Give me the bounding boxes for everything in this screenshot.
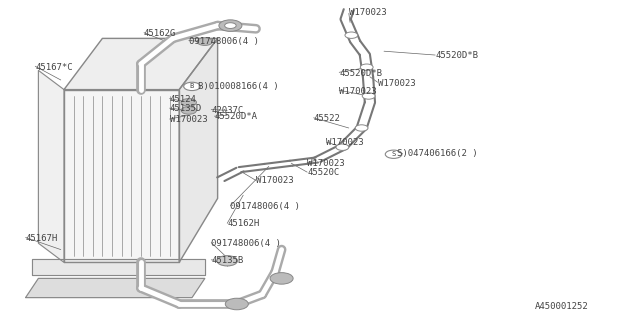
Text: 42037C: 42037C (211, 106, 243, 115)
Text: 45162H: 45162H (227, 220, 259, 228)
Text: W170023: W170023 (349, 8, 387, 17)
Text: 091748006(4 ): 091748006(4 ) (211, 239, 281, 248)
Text: W170023: W170023 (339, 87, 377, 96)
Text: 45520D*A: 45520D*A (214, 112, 257, 121)
Circle shape (184, 82, 200, 91)
Text: 45135B: 45135B (211, 256, 243, 265)
Text: S: S (392, 151, 396, 157)
Text: S)047406166(2 ): S)047406166(2 ) (397, 149, 477, 158)
Circle shape (219, 20, 242, 31)
Circle shape (181, 107, 196, 114)
Circle shape (345, 32, 358, 38)
Text: W170023: W170023 (170, 116, 207, 124)
Polygon shape (32, 259, 205, 275)
Text: 45520D*B: 45520D*B (339, 69, 382, 78)
Polygon shape (38, 70, 64, 262)
Text: 45124: 45124 (170, 95, 196, 104)
Circle shape (362, 93, 375, 99)
Polygon shape (64, 90, 179, 262)
Text: 45522: 45522 (314, 114, 340, 123)
Polygon shape (179, 38, 218, 262)
Circle shape (360, 64, 373, 70)
Circle shape (197, 38, 212, 45)
Text: W170023: W170023 (307, 159, 345, 168)
Text: 45135D: 45135D (170, 104, 202, 113)
Circle shape (217, 256, 237, 266)
Text: A450001252: A450001252 (534, 302, 588, 311)
Text: W170023: W170023 (256, 176, 294, 185)
Circle shape (270, 273, 293, 284)
Text: W170023: W170023 (326, 138, 364, 147)
Polygon shape (64, 38, 218, 90)
Text: 45167*C: 45167*C (35, 63, 73, 72)
Text: 45162G: 45162G (144, 29, 176, 38)
Circle shape (385, 150, 402, 158)
Text: 45520D*B: 45520D*B (435, 52, 478, 60)
Circle shape (225, 298, 248, 310)
Circle shape (336, 144, 349, 150)
Text: B)010008166(4 ): B)010008166(4 ) (198, 82, 279, 91)
Text: W170023: W170023 (378, 79, 415, 88)
Text: 45167H: 45167H (26, 234, 58, 243)
Text: B: B (190, 84, 194, 89)
Circle shape (181, 99, 196, 106)
Circle shape (225, 23, 236, 28)
Text: 45520C: 45520C (307, 168, 339, 177)
Text: 091748006(4 ): 091748006(4 ) (189, 37, 259, 46)
Circle shape (355, 125, 368, 131)
Text: 091748006(4 ): 091748006(4 ) (230, 202, 300, 211)
Polygon shape (26, 278, 205, 298)
